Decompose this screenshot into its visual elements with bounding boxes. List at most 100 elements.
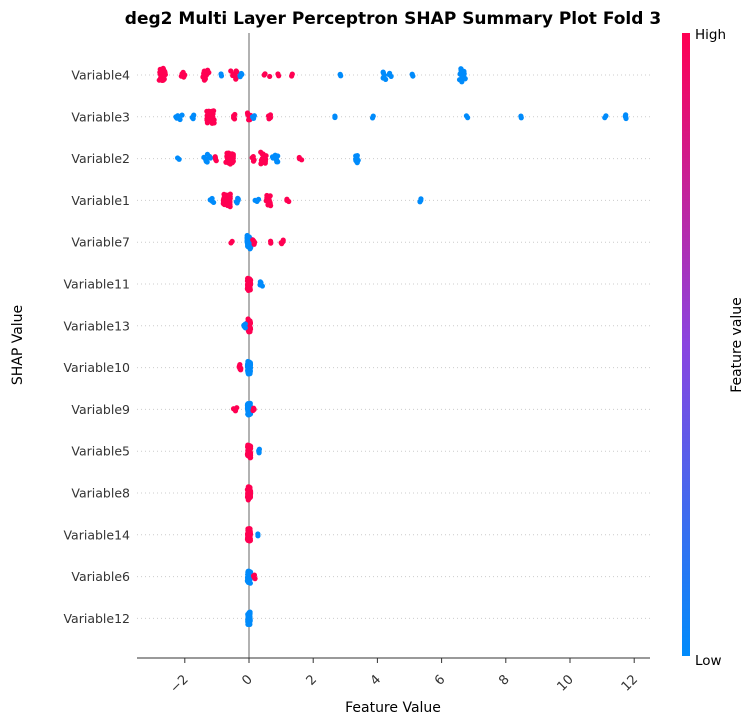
shap-point <box>299 157 305 163</box>
feature-label: Variable2 <box>71 151 130 166</box>
x-tick-label: 2 <box>304 672 320 688</box>
shap-point <box>251 241 257 247</box>
shap-point <box>246 117 252 123</box>
shap-point <box>255 533 261 539</box>
shap-point <box>268 203 274 209</box>
shap-point <box>276 73 282 79</box>
feature-label: Variable10 <box>63 360 130 375</box>
shap-point <box>245 579 251 585</box>
x-axis-label: Feature Value <box>345 700 441 716</box>
shap-point <box>227 160 234 166</box>
x-ticks: −2 0 2 4 6 8 10 12 <box>167 658 641 696</box>
shap-point <box>289 73 295 79</box>
colorbar-title: Feature value <box>729 297 745 393</box>
feature-label: Variable1 <box>71 193 130 208</box>
shap-point <box>221 201 227 208</box>
shap-point <box>410 73 416 79</box>
shap-point <box>231 116 238 122</box>
shap-point <box>207 155 214 161</box>
shap-point <box>262 160 268 166</box>
shap-point <box>233 75 239 82</box>
shap-point <box>266 116 272 122</box>
shap-point <box>274 159 280 165</box>
x-tick-label: 4 <box>368 672 384 688</box>
shap-point <box>267 73 273 80</box>
colorbar-high-label: High <box>695 27 726 43</box>
colorbar <box>682 33 690 656</box>
shap-point <box>459 79 465 85</box>
feature-label: Variable12 <box>63 611 130 626</box>
shap-point <box>160 77 166 83</box>
x-tick-label: 10 <box>555 672 577 694</box>
shap-point <box>247 455 254 461</box>
feature-label: Variable3 <box>71 109 130 124</box>
shap-point <box>238 367 244 373</box>
shap-point <box>254 198 260 205</box>
shap-point <box>181 74 187 80</box>
shap-point <box>259 283 266 289</box>
shap-point <box>204 120 211 126</box>
colorbar-low-label: Low <box>695 653 722 669</box>
feature-label: Variable14 <box>63 527 130 542</box>
feature-label: Variable6 <box>71 569 130 584</box>
shap-point <box>332 114 338 121</box>
shap-point <box>211 199 217 206</box>
shap-point <box>279 241 285 247</box>
row-gridlines <box>137 74 650 619</box>
shap-point <box>201 77 208 83</box>
shap-point <box>252 576 258 582</box>
x-tick-label: 6 <box>432 672 448 688</box>
shap-point <box>388 73 394 79</box>
shap-point <box>177 116 183 123</box>
shap-point <box>338 73 344 79</box>
shap-point <box>228 240 234 246</box>
shap-point <box>218 73 225 79</box>
feature-labels: Variable4 Variable3 Variable2 Variable1 Vari… <box>63 68 130 626</box>
shap-point <box>234 200 240 206</box>
shap-point <box>245 497 251 503</box>
x-tick-label: 12 <box>619 672 641 694</box>
data-points <box>156 65 629 628</box>
shap-point <box>369 115 376 121</box>
chart-title: deg2 Multi Layer Perceptron SHAP Summary… <box>125 9 661 29</box>
shap-point <box>245 371 251 377</box>
shap-point <box>176 156 182 162</box>
x-tick-label: −2 <box>167 672 191 696</box>
shap-point <box>250 407 256 414</box>
shap-point <box>250 115 257 121</box>
feature-label: Variable4 <box>71 68 130 83</box>
shap-point <box>232 408 239 414</box>
feature-label: Variable13 <box>63 318 130 333</box>
shap-point <box>247 537 254 544</box>
shap-point <box>204 159 210 165</box>
shap-point <box>213 158 219 164</box>
shap-point <box>256 450 262 456</box>
shap-point <box>383 76 389 82</box>
shap-point <box>237 74 243 80</box>
shap-point <box>209 120 215 126</box>
shap-point <box>354 160 360 166</box>
shap-point <box>246 287 253 293</box>
shap-point <box>602 115 608 121</box>
feature-label: Variable8 <box>71 486 130 501</box>
shap-point <box>258 161 264 167</box>
shap-point <box>286 198 292 205</box>
x-tick-label: 8 <box>496 672 512 688</box>
shap-point <box>247 411 253 418</box>
shap-point <box>518 115 524 121</box>
feature-label: Variable11 <box>63 277 130 292</box>
y-axis-label: SHAP Value <box>10 305 26 385</box>
shap-point <box>227 204 233 210</box>
feature-label: Variable5 <box>71 444 130 459</box>
shap-point <box>190 116 196 122</box>
shap-point <box>250 158 257 164</box>
shap-point <box>247 245 253 251</box>
shap-point <box>465 115 471 121</box>
shap-point <box>268 240 274 246</box>
shap-point <box>623 115 629 122</box>
feature-label: Variable9 <box>71 402 130 417</box>
x-tick-label: 0 <box>239 672 255 688</box>
shap-point <box>417 199 423 205</box>
feature-label: Variable7 <box>71 235 130 250</box>
